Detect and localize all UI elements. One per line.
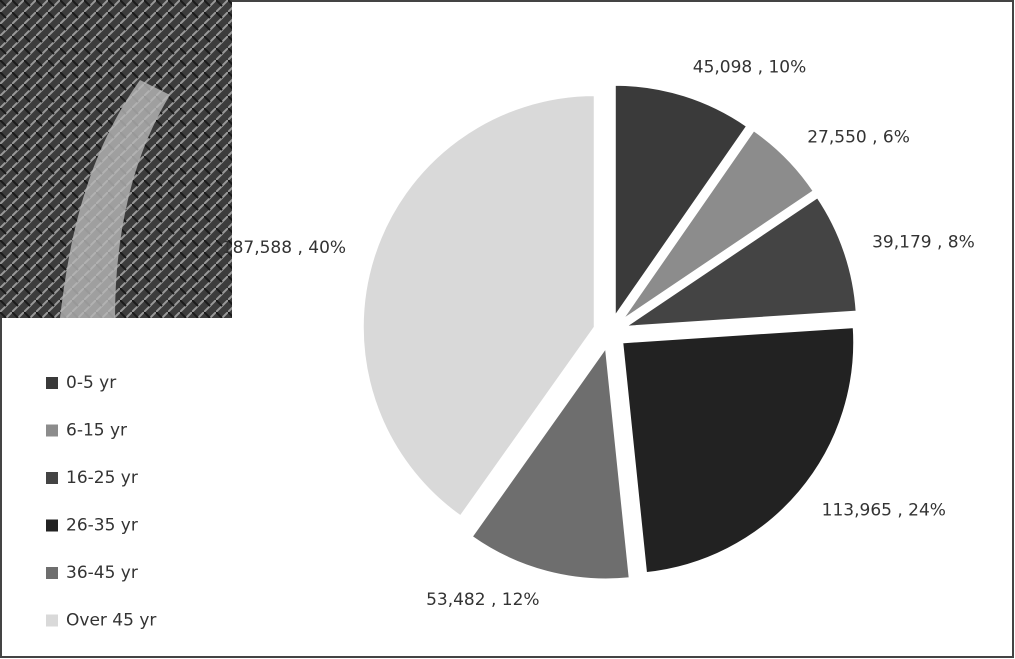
legend-swatch xyxy=(46,614,58,627)
legend-label: 0-5 yr xyxy=(66,373,116,393)
pie-slice xyxy=(620,128,816,322)
legend-swatch xyxy=(46,377,58,389)
data-label: 45,098 , 10% xyxy=(693,58,806,78)
legend-swatch xyxy=(46,424,58,437)
legend-swatch xyxy=(46,472,58,484)
legend-label: 26-35 yr xyxy=(66,516,138,536)
pie-slice xyxy=(361,94,596,518)
pie-slice xyxy=(613,83,749,320)
data-label: 187,588 , 40% xyxy=(222,238,346,258)
pie-slice xyxy=(621,195,858,329)
pie: 45,098 , 10% 27,550 , 6% 39,179 , 8% 113,96… xyxy=(222,58,975,610)
data-label: 53,482 , 12% xyxy=(426,590,539,610)
legend: 0-5 yr 6-15 yr 16-25 yr 26-35 yr 36-45 yr Ove… xyxy=(46,373,156,631)
data-label: 39,179 , 8% xyxy=(872,232,975,252)
legend-label: 6-15 yr xyxy=(66,421,127,441)
legend-label: 36-45 yr xyxy=(66,563,138,583)
legend-swatch xyxy=(46,567,58,579)
legend-label: 16-25 yr xyxy=(66,468,138,488)
photo xyxy=(0,0,232,318)
pie-slice xyxy=(621,326,856,575)
legend-label: Over 45 yr xyxy=(66,611,156,631)
data-label: 113,965 , 24% xyxy=(822,501,946,521)
pie-slice xyxy=(470,344,631,581)
data-label: 27,550 , 6% xyxy=(807,127,910,147)
legend-swatch xyxy=(46,519,58,532)
